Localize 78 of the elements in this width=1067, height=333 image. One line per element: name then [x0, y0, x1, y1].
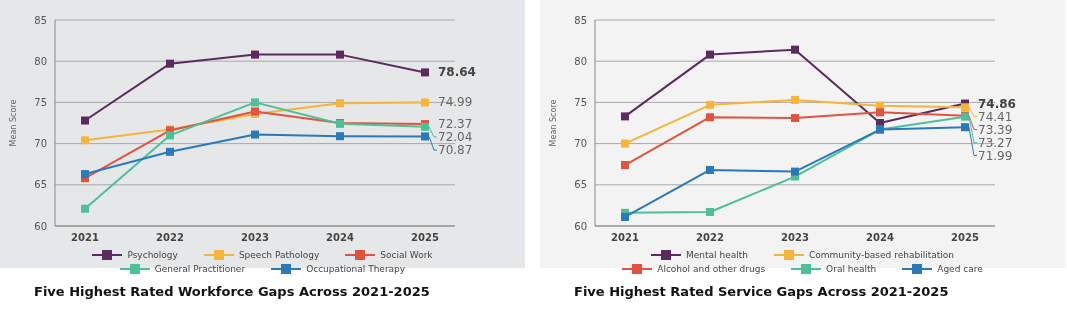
x-tick-label: 2022: [156, 232, 184, 244]
point: [961, 123, 969, 132]
point: [621, 212, 629, 221]
data-label: 73.27: [978, 135, 1013, 150]
y-tick-label: 65: [34, 179, 47, 191]
legend-label: Alcohol and other drugs: [657, 264, 766, 274]
legend-label: General Practitioner: [154, 264, 246, 274]
y-axis-title: Mean Score: [548, 99, 558, 147]
y-axis-title: Mean Score: [8, 99, 18, 147]
text: Five Highest Rated Service Gaps Across 2021-2025: [574, 284, 949, 299]
data-label: 72.04: [438, 130, 473, 145]
point: [421, 98, 429, 107]
point: [706, 165, 714, 174]
data-label: 74.41: [978, 109, 1013, 124]
point: [81, 170, 89, 179]
point: [251, 130, 259, 139]
point: [81, 116, 89, 125]
point: [961, 103, 969, 112]
y-tick-label: 60: [34, 220, 47, 232]
y-tick-label: 80: [34, 55, 47, 67]
y-tick-label: 70: [34, 138, 47, 150]
data-label: 74.99: [438, 95, 473, 110]
y-tick-label: 75: [34, 96, 47, 108]
point: [621, 161, 629, 170]
point: [336, 132, 344, 141]
point: [251, 50, 259, 59]
point: [81, 204, 89, 213]
point: [621, 139, 629, 148]
point: [166, 131, 174, 140]
point: [421, 132, 429, 141]
point: [166, 147, 174, 156]
y-tick-label: 85: [34, 14, 47, 26]
legend-label: Social Work: [380, 250, 433, 260]
x-tick-label: 2021: [71, 232, 99, 244]
x-tick-label: 2025: [411, 232, 439, 244]
x-tick-label: 2024: [866, 232, 894, 244]
x-tick-label: 2021: [611, 232, 639, 244]
point: [791, 114, 799, 123]
point: [336, 50, 344, 59]
x-tick-label: 2024: [326, 232, 354, 244]
x-tick-label: 2022: [696, 232, 724, 244]
point: [791, 167, 799, 176]
y-tick-label: 80: [574, 55, 587, 67]
point: [166, 59, 174, 68]
point: [706, 50, 714, 59]
legend-label: Aged care: [937, 264, 983, 274]
point: [706, 100, 714, 109]
point: [706, 113, 714, 122]
point: [621, 112, 629, 121]
legend-label: Occupational Therapy: [306, 264, 406, 274]
data-label: 74.86: [978, 96, 1016, 111]
point: [251, 98, 259, 107]
x-tick-label: 2023: [781, 232, 809, 244]
x-tick-label: 2023: [241, 232, 269, 244]
text: Five Highest Rated Workforce Gaps Across 2021-2025: [34, 284, 430, 299]
data-label: 73.39: [978, 122, 1013, 137]
data-label: 78.64: [438, 65, 476, 80]
y-tick-label: 85: [574, 14, 587, 26]
data-label: 70.87: [438, 143, 473, 158]
legend-label: Psychology: [127, 250, 178, 260]
y-tick-label: 65: [574, 179, 587, 191]
x-tick-label: 2025: [951, 232, 979, 244]
point: [421, 68, 429, 77]
point: [81, 136, 89, 145]
y-tick-label: 70: [574, 138, 587, 150]
y-tick-label: 60: [574, 220, 587, 232]
legend-label: Community-based rehabilitation: [808, 250, 954, 260]
legend-label: Oral health: [826, 264, 877, 274]
data-label: 72.37: [438, 117, 473, 132]
legend-label: Speech Pathology: [238, 250, 320, 260]
legend-label: Mental health: [686, 250, 748, 260]
data-label: 71.99: [978, 148, 1013, 163]
y-tick-label: 75: [574, 96, 587, 108]
point: [876, 108, 884, 117]
point: [706, 207, 714, 216]
point: [791, 45, 799, 54]
point: [791, 95, 799, 104]
point: [336, 99, 344, 108]
